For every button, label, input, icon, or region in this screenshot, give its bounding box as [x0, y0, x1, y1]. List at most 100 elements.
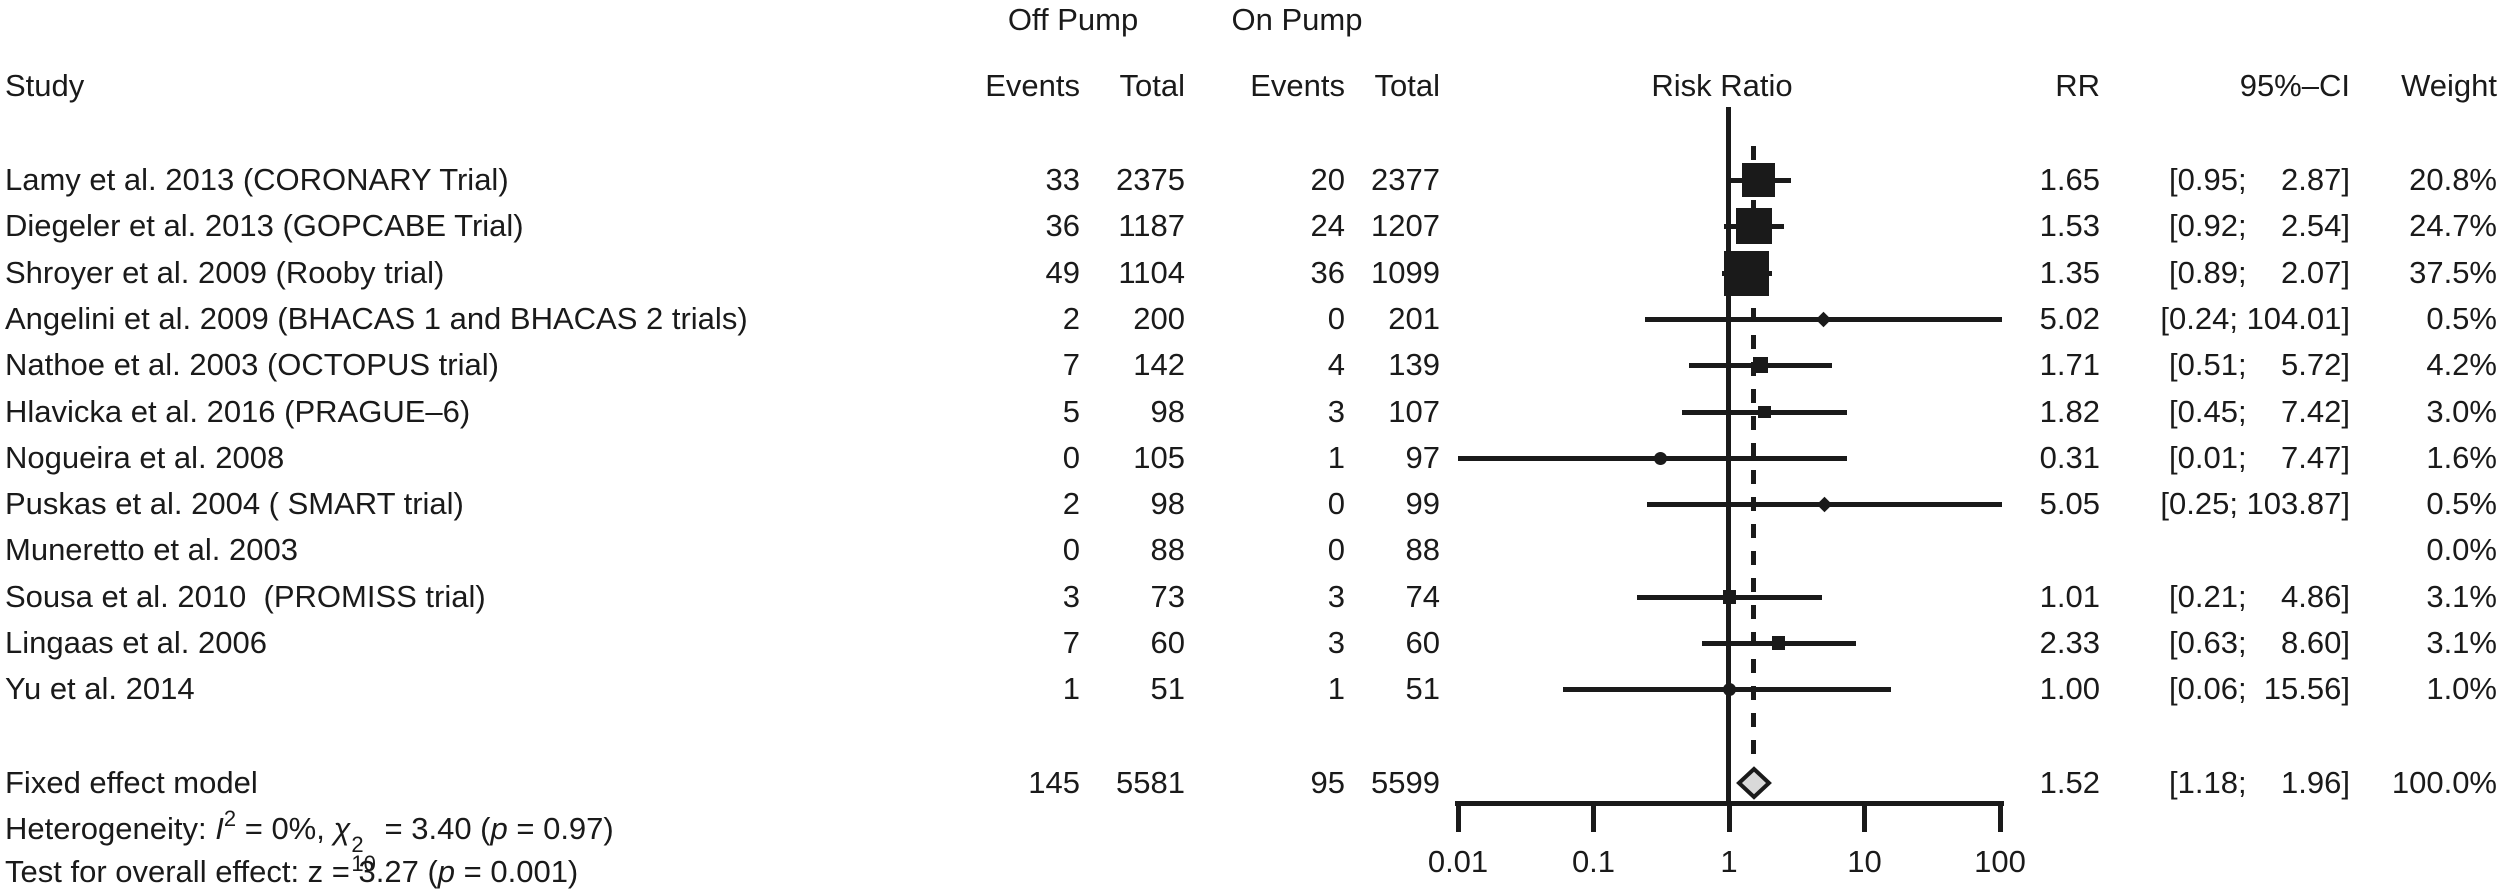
axis-tick — [1726, 801, 1732, 832]
chi-exponent: 2 — [351, 832, 364, 857]
study-row-rr-value-cell: 1.00 — [2039, 671, 2100, 706]
study-row-weight-value-cell: 3.1% — [2426, 625, 2497, 660]
study-row-study-label: Diegeler et al. 2013 (GOPCABE Trial) — [5, 208, 524, 243]
study-row-on-total-cell: 97 — [1405, 440, 1440, 475]
study-row-on-events-cell: 24 — [1310, 208, 1345, 243]
off-pump-group-header: Off Pump — [1007, 2, 1139, 37]
study-row-on-events-cell: 3 — [1327, 394, 1345, 429]
study-row-ci-value-cell: [0.89; 2.07] — [2169, 255, 2350, 290]
study-row-on-events-cell: 4 — [1327, 347, 1345, 382]
study-row-study-label: Lamy et al. 2013 (CORONARY Trial) — [5, 162, 509, 197]
study-row-weight-value-cell: 1.6% — [2426, 440, 2497, 475]
chi-df: 10 — [351, 851, 376, 876]
study-row-on-events-cell: 0 — [1327, 532, 1345, 567]
study-row-on-events-cell: 36 — [1310, 255, 1345, 290]
study-row-on-total-cell: 2377 — [1371, 162, 1440, 197]
study-row-off-total-cell: 98 — [1150, 394, 1185, 429]
axis-tick-label: 10 — [1847, 844, 1882, 879]
study-row-on-events-cell: 1 — [1327, 671, 1345, 706]
heterogeneity-text: Heterogeneity: I2 = 0%, χ 2 10 = 3.40 (p =… — [5, 806, 614, 876]
study-row-off-events-cell: 7 — [1062, 625, 1080, 660]
summary-row-off-total-cell: 5581 — [1116, 765, 1185, 800]
study-row-on-total-cell: 201 — [1388, 301, 1440, 336]
effect-marker — [1653, 451, 1667, 465]
axis-tick-label: 0.01 — [1427, 844, 1489, 879]
study-row-weight-value-cell: 20.8% — [2409, 162, 2497, 197]
effect-marker — [1722, 682, 1736, 696]
off-events-column-header: Events — [985, 68, 1080, 103]
study-row-rr-value-cell: 2.33 — [2039, 625, 2100, 660]
effect-marker — [1816, 496, 1833, 512]
study-row-off-events-cell: 0 — [1062, 440, 1080, 475]
study-row-ci-value-cell: [0.95; 2.87] — [2169, 162, 2350, 197]
study-row-rr-value-cell: 1.65 — [2039, 162, 2100, 197]
axis-tick-label: 100 — [1974, 844, 2026, 879]
study-row-rr-value-cell: 1.82 — [2039, 394, 2100, 429]
study-row-on-events-cell: 3 — [1327, 579, 1345, 614]
summary-row-on-events-cell: 95 — [1310, 765, 1345, 800]
study-row-rr-value-cell: 1.71 — [2039, 347, 2100, 382]
study-row-weight-value-cell: 3.1% — [2426, 579, 2497, 614]
weight-column-header: Weight — [2401, 68, 2497, 103]
on-pump-group-header: On Pump — [1231, 2, 1363, 37]
effect-marker — [1752, 357, 1769, 373]
axis-tick — [1455, 801, 1461, 832]
study-row-off-total-cell: 1104 — [1118, 255, 1185, 290]
study-row-on-events-cell: 0 — [1327, 301, 1345, 336]
summary-row-off-events-cell: 145 — [1028, 765, 1080, 800]
study-row-off-total-cell: 105 — [1133, 440, 1185, 475]
axis-tick-label: 0.1 — [1571, 844, 1616, 879]
summary-row-study-label: Fixed effect model — [5, 765, 258, 800]
study-row-off-events-cell: 33 — [1045, 162, 1080, 197]
effect-marker — [1741, 163, 1776, 197]
summary-row-on-total-cell: 5599 — [1371, 765, 1440, 800]
effect-marker — [1772, 636, 1786, 650]
study-row-study-label: Muneretto et al. 2003 — [5, 532, 298, 567]
risk-ratio-column-header: Risk Ratio — [1651, 68, 1793, 103]
effect-marker — [1724, 250, 1770, 296]
effect-marker — [1757, 405, 1771, 419]
study-row-rr-value-cell: 0.31 — [2039, 440, 2100, 475]
study-row-on-total-cell: 99 — [1405, 486, 1440, 521]
study-row-ci-value-cell: [0.21; 4.86] — [2169, 579, 2350, 614]
study-row-rr-value-cell: 1.53 — [2039, 208, 2100, 243]
study-row-on-total-cell: 51 — [1405, 671, 1440, 706]
axis-tick — [1862, 801, 1867, 832]
study-row-weight-value-cell: 37.5% — [2409, 255, 2497, 290]
study-row-off-total-cell: 51 — [1150, 671, 1185, 706]
study-row-weight-value-cell: 0.5% — [2426, 486, 2497, 521]
study-row-off-events-cell: 1 — [1062, 671, 1080, 706]
study-row-study-label: Puskas et al. 2004 ( SMART trial) — [5, 486, 464, 521]
rr-column-header: RR — [2055, 68, 2100, 103]
study-row-study-label: Lingaas et al. 2006 — [5, 625, 267, 660]
study-row-ci-value-cell: [0.25; 103.87] — [2160, 486, 2350, 521]
study-row-rr-value-cell: 5.02 — [2039, 301, 2100, 336]
study-row-ci-value-cell: [0.01; 7.47] — [2169, 440, 2350, 475]
off-total-column-header: Total — [1119, 68, 1185, 103]
study-row-on-total-cell: 60 — [1405, 625, 1440, 660]
study-row-on-total-cell: 139 — [1388, 347, 1440, 382]
study-row-off-total-cell: 1187 — [1118, 208, 1185, 243]
study-row-study-label: Hlavicka et al. 2016 (PRAGUE–6) — [5, 394, 471, 429]
study-row-on-events-cell: 0 — [1327, 486, 1345, 521]
study-row-off-events-cell: 49 — [1045, 255, 1080, 290]
study-row-study-label: Yu et al. 2014 — [5, 671, 195, 706]
study-row-ci-value-cell: [0.45; 7.42] — [2169, 394, 2350, 429]
ci-column-header: 95%–CI — [2239, 68, 2350, 103]
effect-marker — [1723, 590, 1737, 604]
summary-row-weight-value-cell: 100.0% — [2391, 765, 2497, 800]
study-row-rr-value-cell: 5.05 — [2039, 486, 2100, 521]
study-row-weight-value-cell: 1.0% — [2426, 671, 2497, 706]
summary-row-rr-value-cell: 1.52 — [2039, 765, 2100, 800]
study-row-rr-value-cell: 1.35 — [2039, 255, 2100, 290]
study-row-rr-value-cell: 1.01 — [2039, 579, 2100, 614]
study-row-study-label: Nathoe et al. 2003 (OCTOPUS trial) — [5, 347, 499, 382]
study-row-off-events-cell: 3 — [1062, 579, 1080, 614]
study-row-ci-value-cell: [0.92; 2.54] — [2169, 208, 2350, 243]
overall-effect-text: Test for overall effect: z = 3.27 (p = 0… — [5, 854, 579, 889]
study-row-on-events-cell: 1 — [1327, 440, 1345, 475]
study-row-off-events-cell: 2 — [1062, 301, 1080, 336]
study-row-ci-value-cell: [0.63; 8.60] — [2169, 625, 2350, 660]
study-row-on-total-cell: 88 — [1405, 532, 1440, 567]
